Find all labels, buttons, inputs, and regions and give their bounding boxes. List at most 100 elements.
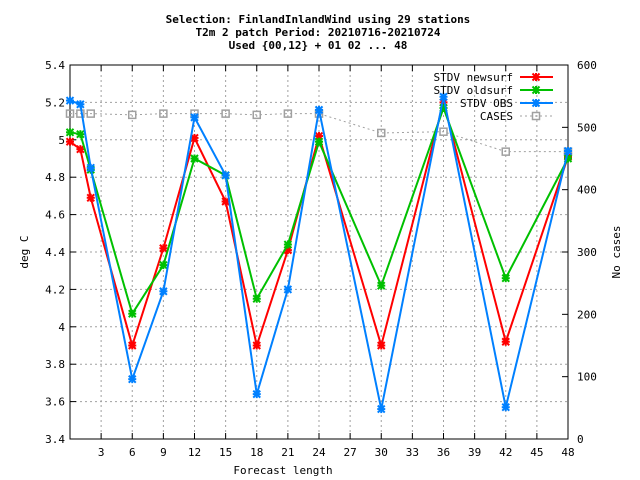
x-tick-label: 3 <box>98 446 105 459</box>
data-point-stdv-obs <box>128 374 137 384</box>
data-point-stdv-newsurf <box>252 341 261 350</box>
tick-labels: 3 6 9 12 15 18 21 24 27 30 33 36 39 42 45 483.43.63.844… <box>45 59 597 459</box>
x-tick-label: 48 <box>561 446 574 459</box>
data-point-stdv-newsurf <box>128 341 137 350</box>
y-tick-label: 5.4 <box>45 59 65 72</box>
series-line-stdv-obs <box>69 96 569 410</box>
data-point-cases <box>128 110 137 120</box>
y2-tick-label: 500 <box>577 121 597 134</box>
data-point-cases <box>159 109 168 118</box>
data-point-stdv-newsurf <box>221 197 230 206</box>
legend-entry-cases: CASES <box>480 110 553 123</box>
x-tick-label: 27 <box>344 446 357 459</box>
data-point-cases <box>65 109 75 118</box>
legend-marker-cases <box>531 111 541 121</box>
data-point-cases <box>377 128 386 138</box>
x-tick-label: 6 <box>129 446 136 459</box>
y-tick-label: 5 <box>58 134 65 147</box>
legend-label-stdv-newsurf: STDV newsurf <box>434 71 513 84</box>
series-line-cases <box>70 113 568 153</box>
x-axis-label: Forecast length <box>233 464 332 477</box>
legend-label-cases: CASES <box>480 110 513 123</box>
data-point-stdv-oldsurf <box>190 154 199 163</box>
data-point-cases <box>252 110 261 120</box>
x-tick-label: 9 <box>160 446 167 459</box>
series-line-stdv-oldsurf <box>69 105 569 317</box>
data-point-stdv-obs <box>159 287 168 296</box>
data-point-cases <box>501 147 510 156</box>
data-point-stdv-obs <box>283 285 293 294</box>
data-point-cases-shape <box>252 110 261 120</box>
series-stdv-obs <box>65 92 573 414</box>
data-point-stdv-newsurf <box>159 244 168 253</box>
data-point-cases-shape <box>86 109 95 118</box>
x-tick-label: 39 <box>468 446 481 459</box>
y-tick-label: 3.8 <box>45 358 65 371</box>
x-tick-label: 30 <box>375 446 388 459</box>
y2-axis-label: No cases <box>610 226 623 279</box>
data-point-cases-shape <box>377 128 386 138</box>
data-point-cases-shape <box>439 127 448 136</box>
data-point-stdv-newsurf <box>86 193 95 202</box>
y-tick-label: 3.6 <box>45 396 65 409</box>
x-tick-label: 33 <box>406 446 419 459</box>
legend-marker-stdv-obs <box>531 98 541 108</box>
data-point-stdv-obs <box>314 105 324 115</box>
x-tick-label: 36 <box>437 446 450 459</box>
chart-title: Selection: FinlandInlandWind using 29 st… <box>166 13 471 52</box>
data-point-stdv-oldsurf <box>314 137 324 146</box>
x-tick-label: 15 <box>219 446 232 459</box>
title-line-3: Used {00,12} + 01 02 ... 48 <box>229 39 408 52</box>
y2-tick-label: 0 <box>577 433 584 446</box>
data-point-stdv-obs <box>86 163 95 173</box>
series-layer <box>65 92 573 414</box>
legend-marker-cases-shape <box>531 111 541 121</box>
legend-label-stdv-oldsurf: STDV oldsurf <box>434 84 513 97</box>
data-point-cases <box>86 109 95 118</box>
title-line-2: T2m 2 patch Period: 20210716-20210724 <box>195 26 440 39</box>
legend-marker-stdv-oldsurf <box>531 85 541 95</box>
data-point-cases-shape <box>221 109 230 118</box>
data-point-cases-shape <box>128 110 137 120</box>
y2-tick-label: 400 <box>577 184 597 197</box>
data-point-cases <box>439 127 448 136</box>
y-axis-label: deg C <box>18 235 31 268</box>
data-point-cases <box>283 109 293 118</box>
x-tick-label: 12 <box>188 446 201 459</box>
data-point-stdv-obs <box>563 146 573 156</box>
y-tick-label: 4.2 <box>45 283 65 296</box>
y-tick-label: 4 <box>58 321 65 334</box>
data-point-stdv-newsurf <box>65 137 75 146</box>
legend-entry-stdv-newsurf: STDV newsurf <box>434 71 553 84</box>
data-point-stdv-newsurf <box>76 144 85 154</box>
data-point-stdv-obs <box>377 404 386 414</box>
data-point-stdv-obs <box>65 96 75 105</box>
y-tick-label: 3.4 <box>45 433 65 446</box>
y-tick-label: 4.6 <box>45 209 65 222</box>
y-tick-label: 5.2 <box>45 96 65 109</box>
data-point-stdv-obs <box>190 113 199 122</box>
data-point-cases-shape <box>159 109 168 118</box>
legend-label-stdv-obs: STDV OBS <box>460 97 513 110</box>
series-line-stdv-newsurf <box>69 102 569 350</box>
y2-tick-label: 600 <box>577 59 597 72</box>
y-tick-label: 4.4 <box>45 246 65 259</box>
y2-tick-label: 200 <box>577 308 597 321</box>
legend-entry-stdv-obs: STDV OBS <box>460 97 553 110</box>
x-tick-label: 21 <box>281 446 294 459</box>
data-point-stdv-obs <box>439 92 448 101</box>
data-point-stdv-oldsurf <box>159 260 168 270</box>
data-point-stdv-obs <box>501 403 510 412</box>
title-line-1: Selection: FinlandInlandWind using 29 st… <box>166 13 471 26</box>
data-point-stdv-oldsurf <box>76 129 85 139</box>
data-point-stdv-oldsurf <box>128 309 137 318</box>
data-point-cases-shape <box>65 109 75 118</box>
legend-entry-stdv-oldsurf: STDV oldsurf <box>434 84 553 97</box>
data-point-stdv-newsurf <box>377 341 386 350</box>
x-tick-label: 45 <box>530 446 543 459</box>
grid-lines <box>70 65 568 439</box>
data-point-stdv-obs <box>252 389 261 399</box>
y2-tick-label: 100 <box>577 371 597 384</box>
